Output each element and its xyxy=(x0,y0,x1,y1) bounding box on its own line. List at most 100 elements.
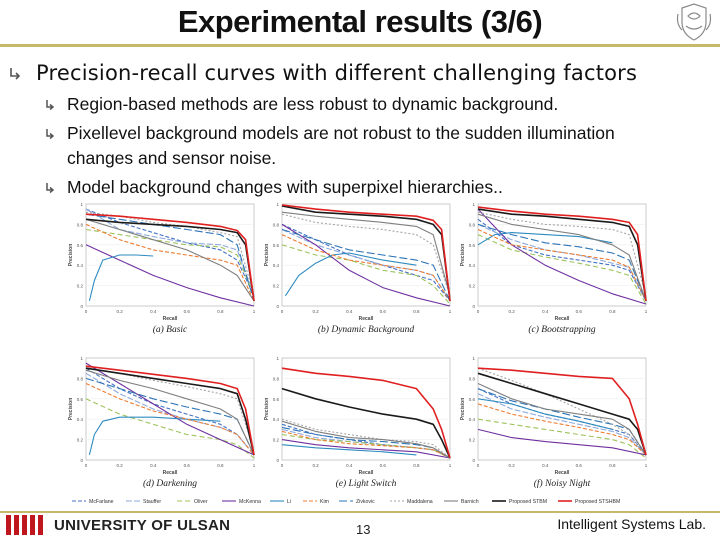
series-line-zivkovic xyxy=(281,426,451,459)
y-tick-label: 0 xyxy=(472,458,475,463)
x-tick-label: 1 xyxy=(253,463,256,468)
x-tick-label: 0.8 xyxy=(609,309,616,314)
series-line-proposed-stshbm xyxy=(477,206,647,302)
series-line-mckenna xyxy=(85,244,255,307)
x-tick-label: 0.4 xyxy=(150,309,157,314)
plot-frame xyxy=(281,203,451,307)
series-line-kim xyxy=(477,228,647,302)
y-tick-label: 0.8 xyxy=(77,376,84,381)
series-line-barnich xyxy=(85,369,255,456)
series-line-proposed-stshbm xyxy=(281,367,451,459)
chart-subtitle: (c) Bootstrapping xyxy=(528,324,596,335)
sub-bullet-text: Model background changes with superpixel… xyxy=(67,177,503,197)
x-tick-label: 0.8 xyxy=(413,463,420,468)
y-tick-label: 1 xyxy=(276,356,279,361)
legend-entry: Li xyxy=(287,499,291,505)
series-line-maddalena xyxy=(477,211,647,296)
y-axis-label: Precision xyxy=(264,398,270,421)
x-tick-label: 0.4 xyxy=(150,463,157,468)
series-line-barnich xyxy=(281,420,451,459)
chart-subtitle: (a) Basic xyxy=(153,324,188,335)
series-line-li xyxy=(281,444,417,456)
y-tick-label: 0.8 xyxy=(469,222,476,227)
x-axis-label: Recall xyxy=(163,470,178,476)
slide-title: Experimental results (3/6) xyxy=(177,4,543,39)
x-tick-label: 0.6 xyxy=(184,309,191,314)
y-tick-label: 0.8 xyxy=(273,376,280,381)
y-tick-label: 0.4 xyxy=(77,263,84,268)
series-line-mckenna xyxy=(477,208,647,305)
series-line-mckenna xyxy=(477,428,647,456)
y-axis-label: Precision xyxy=(460,398,466,421)
series-line-li xyxy=(477,398,613,430)
y-tick-label: 0.8 xyxy=(469,376,476,381)
bullet-arrow-icon xyxy=(46,129,54,140)
series-line-oliver xyxy=(281,244,451,305)
series-line-proposed-stbm xyxy=(85,218,255,302)
series-line-barnich xyxy=(477,213,647,302)
x-tick-label: 0.4 xyxy=(542,309,549,314)
series-line-stauffer xyxy=(477,393,647,456)
series-line-kim xyxy=(281,234,451,302)
y-tick-label: 1 xyxy=(80,202,83,207)
x-tick-label: 0.8 xyxy=(413,309,420,314)
bullet-arrow-icon xyxy=(46,100,54,111)
y-axis-label: Precision xyxy=(264,244,270,267)
series-line-barnich xyxy=(477,382,647,456)
university-logo-icon xyxy=(6,515,43,535)
y-axis-label: Precision xyxy=(68,244,74,267)
university-emblem-icon xyxy=(676,3,712,41)
y-tick-label: 0.2 xyxy=(77,438,84,443)
series-line-zivkovic xyxy=(281,228,451,302)
series-line-li xyxy=(88,254,154,302)
x-tick-label: 1 xyxy=(449,309,452,314)
y-tick-label: 0 xyxy=(276,304,279,309)
x-tick-label: 0.4 xyxy=(346,309,353,314)
y-tick-label: 0 xyxy=(276,458,279,463)
x-tick-label: 0 xyxy=(477,463,480,468)
x-tick-label: 0.8 xyxy=(217,309,224,314)
series-line-proposed-stbm xyxy=(477,208,647,302)
sub-bullet-text: Region-based methods are less robust to … xyxy=(67,94,559,114)
chart-subtitle: (d) Darkening xyxy=(143,478,197,489)
y-tick-label: 0.2 xyxy=(469,438,476,443)
series-line-proposed-stshbm xyxy=(477,367,647,456)
x-tick-label: 0.6 xyxy=(380,463,387,468)
y-tick-label: 0.4 xyxy=(469,417,476,422)
series-line-oliver xyxy=(477,234,647,305)
series-line-proposed-stbm xyxy=(281,387,451,459)
y-tick-label: 1 xyxy=(80,356,83,361)
y-tick-label: 0.8 xyxy=(77,222,84,227)
chart-subtitle: (f) Noisy Night xyxy=(534,478,591,489)
series-line-li xyxy=(88,416,221,456)
x-tick-label: 0.6 xyxy=(184,463,191,468)
y-tick-label: 0.6 xyxy=(469,397,476,402)
bullet-arrow-icon xyxy=(46,183,54,194)
series-line-kim xyxy=(281,430,451,459)
main-bullet-text: Precision-recall curves with different c… xyxy=(36,61,638,85)
y-tick-label: 0.2 xyxy=(273,284,280,289)
plot-frame xyxy=(477,357,647,461)
y-tick-label: 1 xyxy=(276,202,279,207)
series-line-stauffer xyxy=(85,372,255,456)
chart-subtitle: (b) Dynamic Background xyxy=(318,324,414,335)
x-tick-label: 0 xyxy=(85,463,88,468)
sub-bullet-text-continued: changes and sensor noise. xyxy=(67,148,277,168)
y-tick-label: 1 xyxy=(472,356,475,361)
plot-frame xyxy=(477,203,647,307)
legend-entry: McKenna xyxy=(239,499,261,505)
chart-legend: McFarlane Stauffer Oliver McKenna Li Kim Zivko… xyxy=(72,499,620,505)
y-tick-label: 0.4 xyxy=(273,263,280,268)
series-line-maddalena xyxy=(281,418,451,459)
legend-entry: McFarlane xyxy=(89,499,114,505)
pr-chart-panel: 0 0.2 0.4 0.6 0.8 1 0 0.2 0.4 0.6 0.8 1 Recall Precis… xyxy=(68,202,256,335)
series-line-oliver xyxy=(477,418,647,459)
series-line-proposed-stbm xyxy=(477,372,647,456)
x-tick-label: 1 xyxy=(253,309,256,314)
pr-chart-panel: 0 0.2 0.4 0.6 0.8 1 0 0.2 0.4 0.6 0.8 1 Recall Precis… xyxy=(264,202,452,335)
y-tick-label: 0.6 xyxy=(273,397,280,402)
series-line-maddalena xyxy=(477,367,647,456)
y-tick-label: 1 xyxy=(472,202,475,207)
x-tick-label: 0 xyxy=(281,309,284,314)
university-name: UNIVERSITY OF ULSAN xyxy=(54,517,231,534)
